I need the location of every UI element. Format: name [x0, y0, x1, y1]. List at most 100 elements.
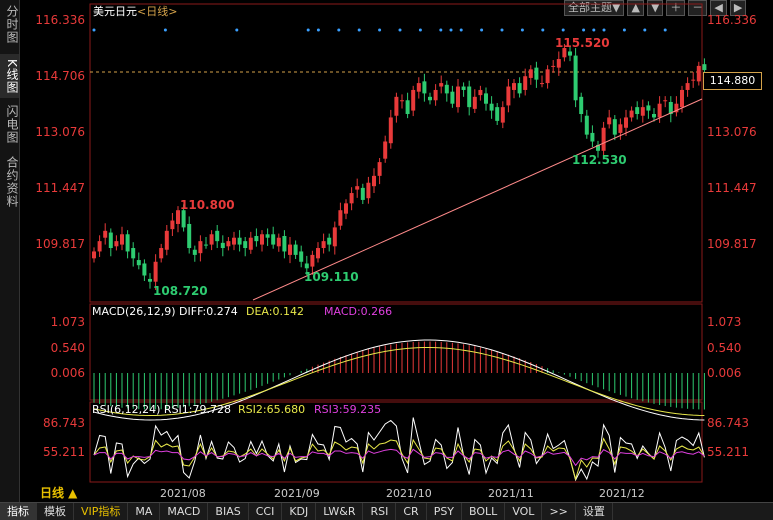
candle-body — [405, 100, 410, 115]
candle-body — [540, 83, 544, 85]
kline-chart[interactable]: 116.336 116.336 114.706 113.076 113.076 111.4… — [20, 0, 773, 502]
candle-body — [181, 210, 186, 228]
indicator-tab[interactable]: 设置 — [576, 503, 613, 520]
signal-dot — [449, 28, 453, 32]
candle-body — [691, 79, 696, 81]
candle-body — [472, 96, 477, 109]
candle-body — [265, 234, 270, 238]
rsi-label-right: 86.743 — [707, 416, 749, 430]
candle-body — [344, 203, 348, 214]
macd-value: MACD:0.266 — [324, 305, 392, 318]
month-label: 2021/12 — [599, 487, 645, 500]
sidebar-tab-timeshare[interactable]: 分时图 — [5, 4, 19, 44]
candle-body — [316, 248, 320, 259]
candle-body — [142, 263, 147, 276]
macd-label-left: 0.540 — [51, 341, 85, 355]
candle-body — [260, 234, 264, 245]
macd-label-right: 0.006 — [707, 366, 741, 380]
candle-body — [640, 107, 645, 116]
candle-body — [456, 86, 460, 108]
indicator-tab[interactable]: BIAS — [208, 503, 249, 520]
signal-dot — [459, 28, 463, 32]
rsi-line — [93, 417, 705, 482]
signal-dot — [337, 28, 341, 32]
macd-panel: MACD(26,12,9) DIFF:0.274 DEA:0.142 MACD:0.… — [51, 305, 741, 421]
candle-body — [349, 193, 354, 204]
indicator-tab[interactable]: 指标 — [0, 503, 37, 520]
candle-body — [512, 83, 516, 90]
signal-dot — [92, 28, 96, 32]
candle-body — [573, 55, 578, 101]
candle-body — [579, 96, 584, 115]
candle-body — [215, 230, 220, 242]
rsi-label-right: 55.211 — [707, 445, 749, 459]
indicator-tab[interactable]: KDJ — [282, 503, 317, 520]
candle-body — [506, 86, 511, 106]
month-label: 2021/10 — [386, 487, 432, 500]
top-toolbar: 全部主题▼ ▲ ▼ ＋ － ◀ ▶ — [564, 0, 747, 16]
candle-body — [271, 234, 276, 245]
candle-body — [159, 248, 164, 259]
signal-dot — [520, 28, 524, 32]
indicator-tab[interactable]: RSI — [363, 503, 397, 520]
candle-body — [332, 227, 337, 247]
candle-body — [517, 83, 522, 94]
indicator-tab[interactable]: VIP指标 — [74, 503, 129, 520]
signal-dot — [306, 28, 310, 32]
macd-label-right: 1.073 — [707, 315, 741, 329]
candle-body — [685, 83, 690, 90]
price-label-right: 109.817 — [707, 237, 757, 251]
rsi-3: RSI3:59.235 — [314, 403, 381, 416]
indicator-tab[interactable]: PSY — [427, 503, 463, 520]
candle-body — [164, 230, 169, 250]
candle-body — [702, 64, 707, 71]
macd-line — [93, 347, 705, 416]
indicator-tab[interactable]: VOL — [505, 503, 543, 520]
candle-body — [327, 237, 332, 245]
sidebar-tab-lightning[interactable]: 闪电图 — [5, 104, 19, 144]
indicator-tab[interactable]: CCI — [249, 503, 283, 520]
symbol-name: 美元日元 — [93, 5, 137, 18]
scroll-left-button[interactable]: ◀ — [710, 0, 727, 16]
signal-dot — [643, 28, 647, 32]
indicator-tab[interactable]: MA — [128, 503, 161, 520]
main-panel-frame — [89, 3, 703, 303]
candle-body — [120, 234, 124, 245]
indicator-tab[interactable]: MACD — [160, 503, 209, 520]
candle-body — [248, 237, 253, 250]
sidebar-tab-kline[interactable]: K线图 — [0, 54, 19, 98]
indicator-tab[interactable]: >> — [542, 503, 576, 520]
candle-body — [422, 81, 427, 94]
indicator-tab[interactable]: LW&R — [316, 503, 364, 520]
macd-line — [93, 339, 705, 421]
candle-body — [226, 241, 231, 247]
candle-body — [411, 89, 416, 111]
signal-dot — [439, 28, 443, 32]
indicator-tab[interactable]: CR — [396, 503, 427, 520]
signal-dot — [561, 28, 565, 32]
candle-body — [444, 84, 449, 94]
candle-body — [338, 210, 343, 226]
candle-body — [310, 254, 315, 267]
candle-body — [293, 244, 298, 255]
candle-body — [607, 117, 612, 125]
candle-body — [657, 103, 662, 118]
indicator-tab[interactable]: BOLL — [462, 503, 506, 520]
signal-dot — [163, 28, 167, 32]
candle-body — [276, 237, 281, 247]
candle-body — [299, 251, 304, 262]
signal-dot — [541, 28, 545, 32]
candle-body — [304, 263, 309, 269]
candle-body — [372, 175, 376, 187]
candle-body — [170, 220, 175, 230]
candle-body — [584, 115, 589, 135]
candle-body — [192, 249, 197, 255]
scroll-right-button[interactable]: ▶ — [729, 0, 747, 16]
candle-body — [209, 234, 214, 245]
indicator-tab[interactable]: 模板 — [37, 503, 74, 520]
candle-body — [484, 93, 488, 104]
candle-body — [232, 237, 236, 245]
candle-body — [103, 230, 108, 238]
current-price-tag: 114.880 — [703, 72, 762, 90]
sidebar-tab-contract-info[interactable]: 合约资料 — [5, 156, 19, 208]
